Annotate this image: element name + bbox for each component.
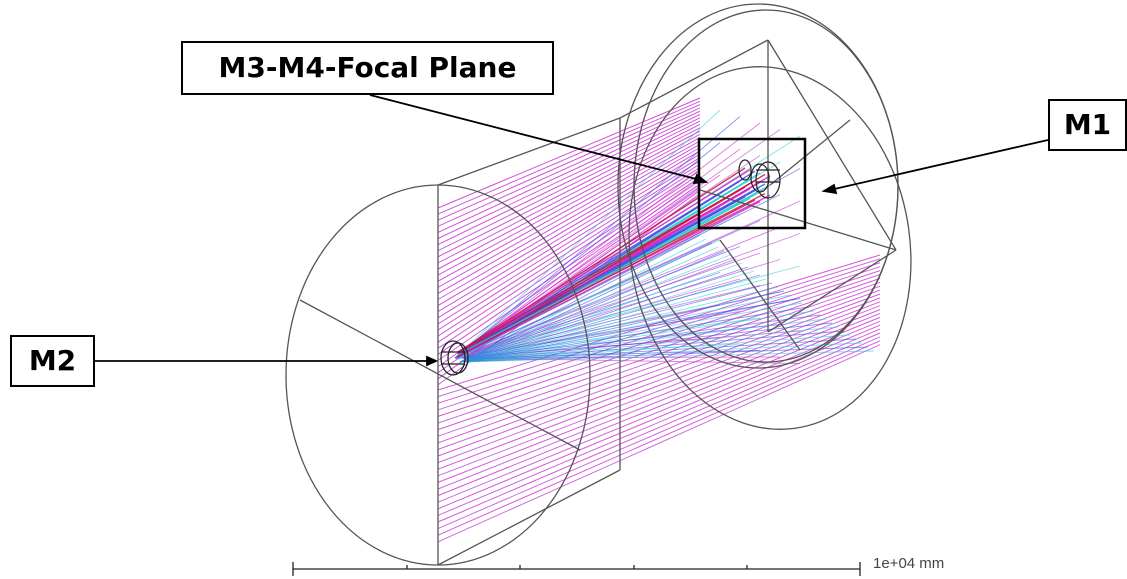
ray-line [437, 100, 701, 215]
ray-line [437, 120, 701, 252]
focal-plane-highlight-box [697, 137, 807, 230]
ray-line [437, 104, 701, 221]
ray-line [459, 282, 773, 363]
ray-line [459, 330, 845, 363]
ray-line [437, 156, 701, 319]
m3-m4-focal-plane-label: M3-M4-Focal Plane [181, 41, 554, 95]
m2-frame [285, 117, 621, 566]
m2-arrowhead [426, 355, 439, 367]
ray-line [459, 254, 731, 363]
m3-leader-line [369, 94, 701, 181]
ray-line [437, 336, 881, 530]
m3-m4-mirror-cluster [738, 159, 781, 199]
ray-line [437, 123, 701, 258]
ray-line [437, 328, 881, 516]
ray-line [459, 266, 749, 363]
ray-line [437, 163, 701, 331]
ray-line [437, 127, 701, 264]
ray-line [459, 250, 725, 363]
ray-line [454, 109, 721, 359]
ray-line [457, 197, 751, 356]
ray-line [454, 122, 761, 359]
ray-line [459, 246, 719, 363]
input-ray-bundle-lower [437, 254, 881, 543]
scale-bar-label: 1e+04 mm [873, 555, 945, 572]
ray-line [457, 180, 756, 353]
ray-line [437, 277, 881, 431]
ray-line [437, 117, 701, 246]
ray-line [437, 133, 701, 276]
m1-leader-line [829, 139, 1049, 191]
ray-line [437, 153, 701, 313]
ray-line [437, 332, 881, 523]
callout-leaders [95, 94, 1049, 367]
ray-line [437, 114, 701, 239]
ray-line [457, 169, 751, 354]
ray-line [437, 316, 881, 497]
ray-line [459, 258, 737, 363]
m3-arrowhead [692, 173, 709, 185]
ray-line [459, 350, 875, 363]
ray-line [437, 107, 701, 227]
ray-line [454, 116, 741, 359]
ray-line [457, 196, 746, 355]
ray-line [459, 326, 839, 363]
ray-line [459, 270, 755, 363]
m2-mirror [440, 340, 469, 376]
ray-line [459, 290, 785, 363]
ray-line [437, 137, 701, 282]
m1-frame [617, 3, 912, 470]
ray-line [459, 234, 701, 363]
ray-line [459, 318, 827, 363]
ray-line [459, 242, 713, 363]
ray-line [437, 320, 881, 503]
ray-line [437, 140, 701, 288]
ray-line [459, 274, 761, 363]
ray-line [459, 334, 851, 363]
ray-line [459, 322, 833, 363]
m1-arrowhead [821, 183, 838, 195]
m2-frame-diagonal [299, 299, 581, 451]
ray-line [459, 306, 809, 363]
ray-line [437, 147, 701, 300]
scale-bar [292, 562, 861, 576]
ray-line [437, 130, 701, 270]
ray-line [457, 167, 746, 353]
ray-line [459, 298, 797, 363]
ray-line [437, 170, 701, 343]
ray-line [459, 278, 767, 363]
converging-beam-m2-to-focal-plane [457, 167, 771, 360]
ray-line [459, 238, 707, 363]
ray-line [437, 344, 881, 543]
m1-end-circle [628, 66, 912, 430]
m1-label: M1 [1048, 99, 1127, 151]
ray-line [459, 314, 821, 363]
ray-line [437, 324, 881, 510]
ray-line [459, 262, 743, 363]
ray-line [454, 142, 721, 359]
ray-line [437, 97, 701, 209]
ray-line [457, 199, 756, 357]
ray-line [437, 340, 881, 536]
ray-line [459, 294, 791, 363]
ray-line [437, 313, 881, 490]
ray-line [459, 310, 815, 363]
ray-line [437, 150, 701, 307]
ray-line [459, 286, 779, 363]
ray-line [459, 302, 803, 363]
ray-line [459, 338, 857, 363]
m2-label: M2 [10, 335, 95, 387]
